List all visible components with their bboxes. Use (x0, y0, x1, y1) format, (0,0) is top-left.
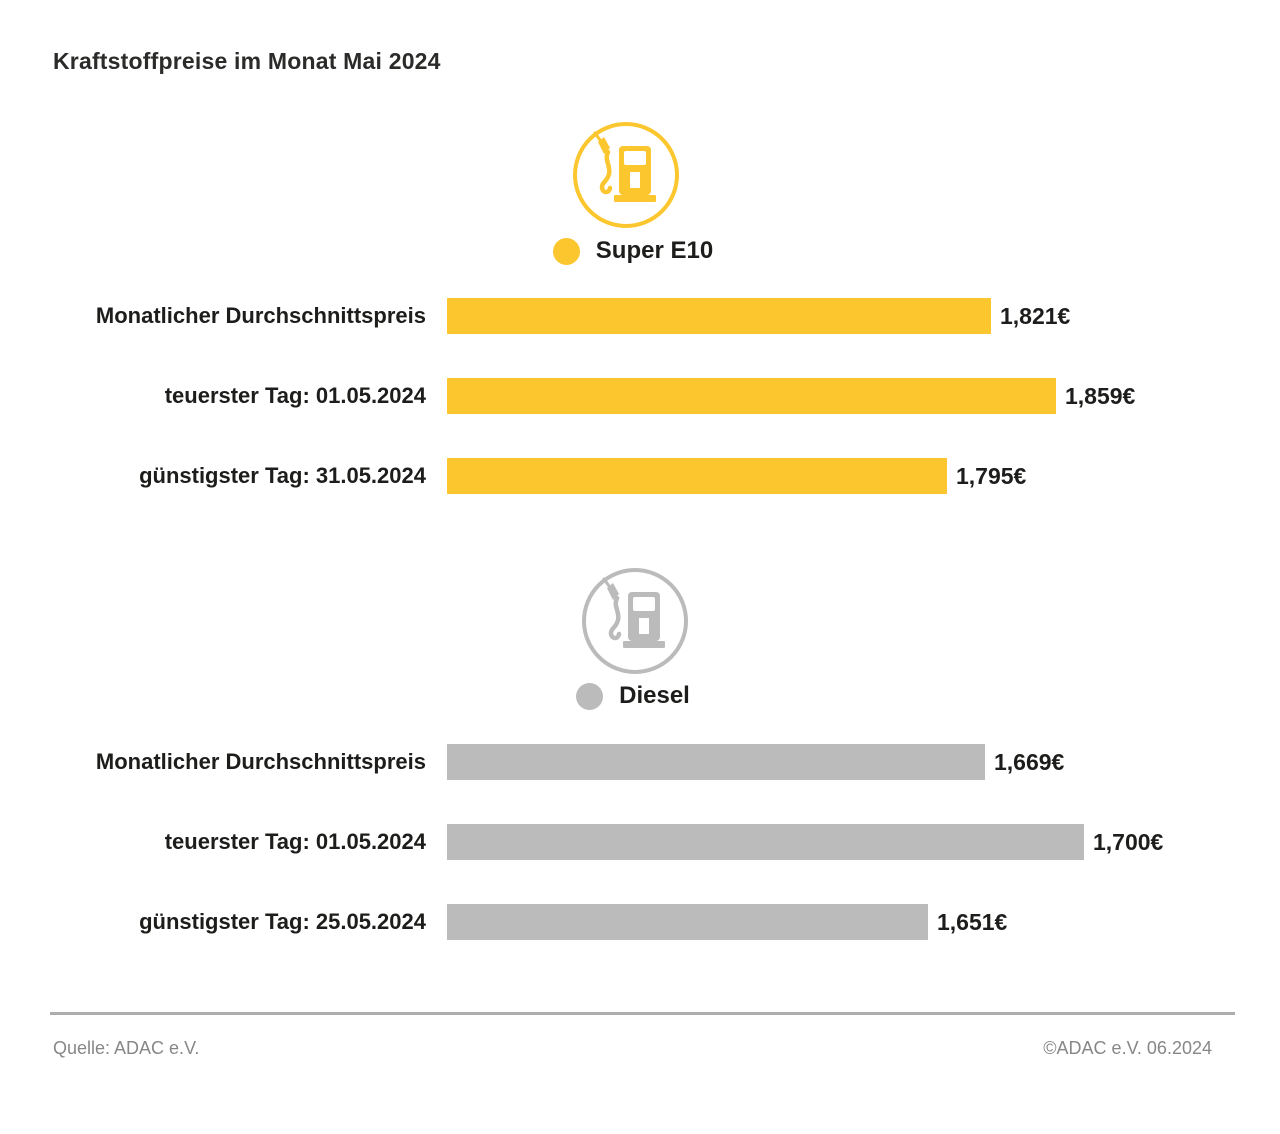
bar-row-diesel-max: teuerster Tag: 01.05.2024 1,700€ (0, 824, 1280, 860)
bar-category-label: günstigster Tag: 31.05.2024 (139, 463, 426, 488)
legend-dot-diesel (576, 682, 604, 710)
bar-category-label: teuerster Tag: 01.05.2024 (164, 383, 426, 408)
bar-value-label: 1,821€ (1000, 302, 1071, 329)
footer-divider (50, 1012, 1235, 1015)
legend-super-e10: Super E10 (0, 237, 1266, 265)
legend-label-diesel: Diesel (619, 682, 690, 709)
bar-diesel-average (447, 744, 985, 780)
bar-row-super-min: günstigster Tag: 31.05.2024 1,795€ (0, 458, 1280, 494)
bar-row-super-max: teuerster Tag: 01.05.2024 1,859€ (0, 378, 1280, 414)
bar-category-label: Monatlicher Durchschnittspreis (95, 303, 426, 328)
bar-value-label: 1,700€ (1093, 828, 1164, 855)
source-text: Quelle: ADAC e.V. (53, 1038, 200, 1058)
legend-label-super: Super E10 (595, 237, 714, 264)
bar-row-super-average: Monatlicher Durchschnittspreis 1,821€ (0, 298, 1280, 334)
bar-row-diesel-min: günstigster Tag: 25.05.2024 1,651€ (0, 904, 1280, 940)
bar-value-label: 1,651€ (937, 908, 1008, 935)
bar-super-min (447, 458, 947, 494)
bar-diesel-max (447, 824, 1084, 860)
bar-category-label: teuerster Tag: 01.05.2024 (164, 829, 426, 854)
bar-super-average (447, 298, 991, 334)
legend-diesel: Diesel (0, 682, 1266, 710)
bar-diesel-min (447, 904, 928, 940)
bar-category-label: Monatlicher Durchschnittspreis (95, 749, 426, 774)
fuel-pump-icon (571, 120, 681, 230)
bar-category-label: günstigster Tag: 25.05.2024 (139, 909, 426, 934)
bar-super-max (447, 378, 1056, 414)
copyright-text: ©ADAC e.V. 06.2024 (1043, 1038, 1212, 1058)
fuel-pump-icon (580, 566, 690, 676)
bar-row-diesel-average: Monatlicher Durchschnittspreis 1,669€ (0, 744, 1280, 780)
bar-value-label: 1,859€ (1065, 382, 1136, 409)
bar-value-label: 1,795€ (956, 462, 1027, 489)
bar-value-label: 1,669€ (994, 748, 1065, 775)
legend-dot-super (552, 237, 580, 265)
page-title: Kraftstoffpreise im Monat Mai 2024 (53, 48, 441, 74)
